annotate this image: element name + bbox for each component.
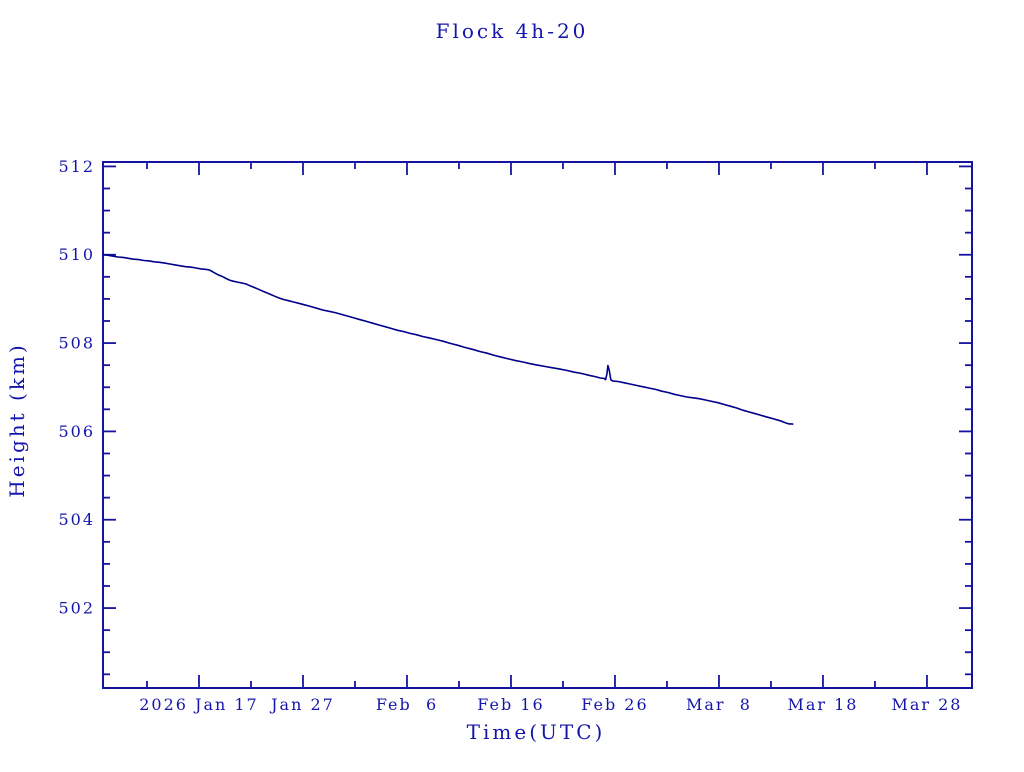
y-axis-title: Height (km) <box>5 342 29 497</box>
y-tick-label: 512 <box>58 157 95 176</box>
x-tick-label: Mar 8 <box>686 695 752 714</box>
axis-tick-labels: 2026 Jan 17 Jan 27 Feb 6 Feb 16 Feb 26 Mar 8 M… <box>58 157 962 714</box>
y-tick-label: 504 <box>58 510 95 529</box>
height-decay-line <box>102 253 794 426</box>
x-tick-label: Feb 16 <box>477 695 544 714</box>
y-tick-label: 508 <box>58 334 95 353</box>
y-tick-label: 510 <box>58 245 95 264</box>
chart-title: Flock 4h-20 <box>436 19 589 43</box>
x-tick-label: Mar 28 <box>891 695 962 714</box>
axis-ticks <box>103 162 972 688</box>
y-tick-label: 506 <box>58 422 95 441</box>
x-tick-label: Jan 27 <box>269 695 335 714</box>
plot-frame <box>102 161 973 689</box>
plot-border <box>102 161 973 689</box>
x-tick-label: 2026 Jan 17 <box>139 695 259 714</box>
data-series <box>102 253 794 426</box>
x-tick-label: Feb 26 <box>581 695 648 714</box>
x-tick-label: Mar 18 <box>787 695 858 714</box>
x-tick-label: Feb 6 <box>376 695 438 714</box>
y-tick-label: 502 <box>58 599 95 618</box>
x-axis-title: Time(UTC) <box>467 720 606 744</box>
